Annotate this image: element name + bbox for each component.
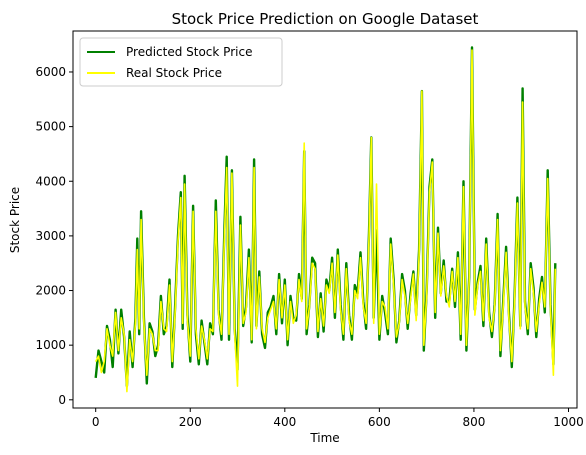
x-axis: 0 200 400 600 800 1000 xyxy=(92,408,584,429)
x-tick-label: 400 xyxy=(273,415,296,429)
series-layer xyxy=(94,46,557,393)
x-tick-label: 200 xyxy=(179,415,202,429)
y-tick-label: 0 xyxy=(58,393,66,407)
x-tick-label: 600 xyxy=(368,415,391,429)
y-tick-label: 6000 xyxy=(35,65,66,79)
x-tick-label: 1000 xyxy=(553,415,584,429)
y-tick-label: 4000 xyxy=(35,174,66,188)
series-line-real xyxy=(94,49,557,393)
x-tick-label: 0 xyxy=(92,415,100,429)
y-tick-label: 3000 xyxy=(35,229,66,243)
plot-frame xyxy=(72,30,578,409)
y-axis: 0 1000 2000 3000 4000 5000 6000 xyxy=(35,65,73,407)
y-tick-label: 1000 xyxy=(35,338,66,352)
y-tick-label: 5000 xyxy=(35,120,66,134)
legend: Predicted Stock Price Real Stock Price xyxy=(79,37,283,87)
y-axis-label: Stock Price xyxy=(8,187,22,253)
chart-title: Stock Price Prediction on Google Dataset xyxy=(172,10,479,28)
x-axis-label: Time xyxy=(309,431,339,445)
legend-label-predicted: Predicted Stock Price xyxy=(126,45,252,59)
legend-label-real: Real Stock Price xyxy=(126,66,222,80)
legend-box xyxy=(79,37,283,87)
x-tick-label: 800 xyxy=(462,415,485,429)
y-tick-label: 2000 xyxy=(35,284,66,298)
